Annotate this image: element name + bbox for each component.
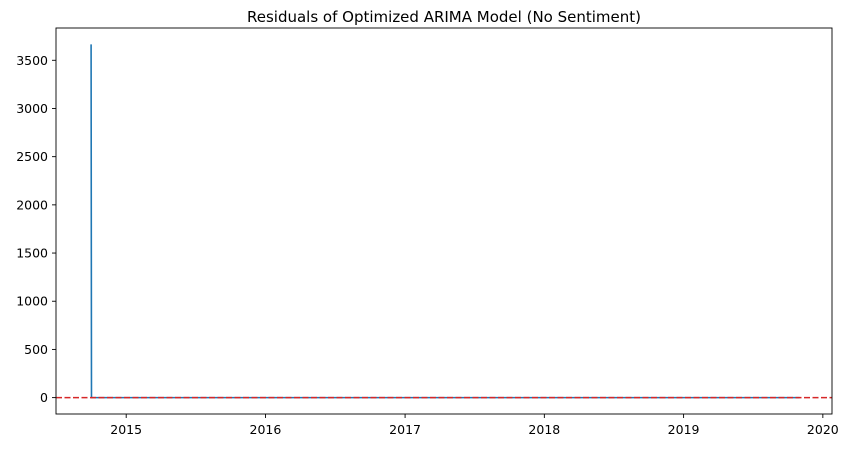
y-tick-label: 3000 bbox=[16, 101, 48, 116]
y-tick-label: 2500 bbox=[16, 149, 48, 164]
y-tick-label: 0 bbox=[40, 390, 48, 405]
x-tick-label: 2015 bbox=[110, 422, 142, 437]
x-tick-label: 2016 bbox=[250, 422, 282, 437]
x-tick-label: 2018 bbox=[528, 422, 560, 437]
x-tick-label: 2017 bbox=[389, 422, 421, 437]
series-line-0 bbox=[90, 44, 800, 399]
x-tick-label: 2020 bbox=[807, 422, 839, 437]
plot-area bbox=[56, 44, 832, 399]
y-tick-label: 2000 bbox=[16, 197, 48, 212]
chart-title: Residuals of Optimized ARIMA Model (No S… bbox=[247, 8, 641, 26]
y-tick-label: 1000 bbox=[16, 294, 48, 309]
y-axis: 0 500 1000 1500 2000 2500 3000 3500 bbox=[16, 53, 56, 405]
x-axis: 2015 2016 2017 2018 2019 2020 bbox=[110, 414, 839, 437]
x-tick-label: 2019 bbox=[668, 422, 700, 437]
plot-frame bbox=[55, 27, 833, 415]
y-tick-label: 3500 bbox=[16, 53, 48, 68]
y-tick-label: 1500 bbox=[16, 246, 48, 261]
y-tick-label: 500 bbox=[24, 342, 48, 357]
